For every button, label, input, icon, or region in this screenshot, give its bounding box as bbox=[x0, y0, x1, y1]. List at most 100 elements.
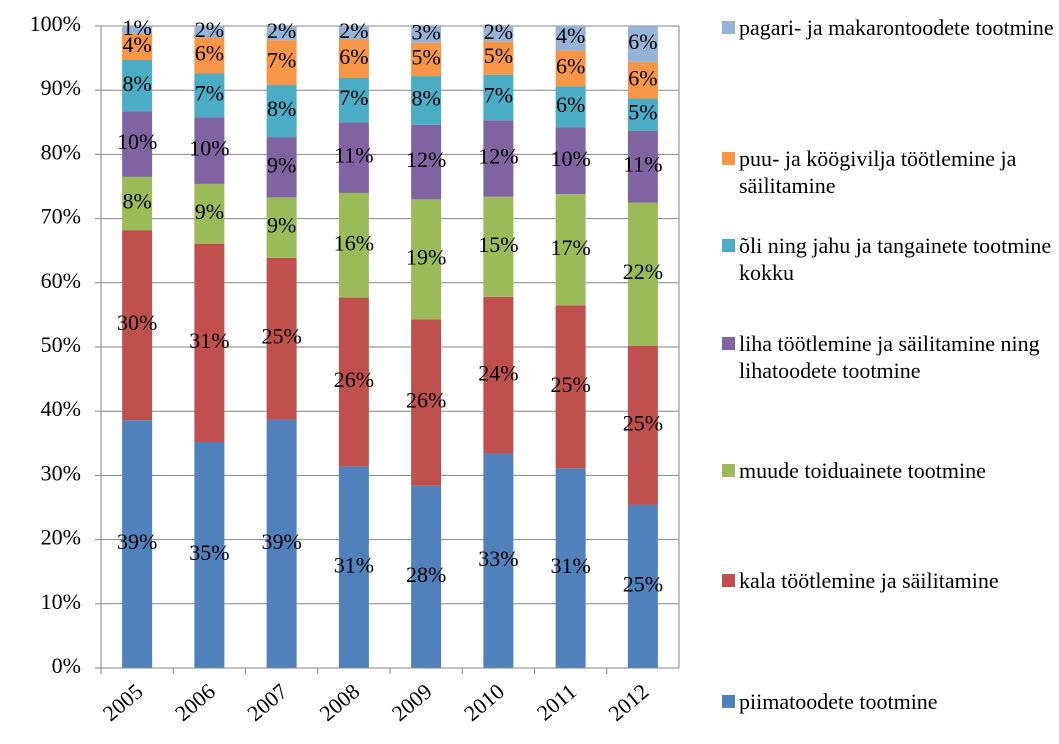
data-label: 28% bbox=[406, 562, 446, 587]
bar-segment bbox=[483, 74, 514, 121]
data-label: 15% bbox=[478, 232, 518, 257]
x-tick-label: 2011 bbox=[532, 679, 581, 726]
bar-segment bbox=[122, 420, 153, 668]
bar-segment bbox=[555, 50, 586, 87]
legend-item: puu- ja köögivilja töötlemine ja säilita… bbox=[722, 145, 1057, 199]
bar-segment bbox=[555, 86, 586, 128]
data-label: 30% bbox=[117, 310, 157, 335]
data-label: 4% bbox=[556, 23, 585, 48]
legend-label: kala töötlemine ja säilitamine bbox=[739, 568, 999, 593]
x-tick-label: 2006 bbox=[170, 679, 220, 726]
data-label: 31% bbox=[189, 328, 229, 353]
bar-segment bbox=[627, 26, 658, 62]
bar-segment bbox=[555, 468, 586, 668]
data-label: 25% bbox=[623, 572, 663, 597]
data-label: 6% bbox=[556, 53, 585, 78]
data-label: 39% bbox=[117, 529, 157, 554]
bar-segment bbox=[266, 419, 297, 668]
data-label: 25% bbox=[550, 372, 590, 397]
bar-segment bbox=[627, 504, 658, 668]
legend-swatch bbox=[722, 464, 735, 477]
bar-segment bbox=[555, 127, 586, 195]
y-tick-label: 60% bbox=[41, 268, 81, 293]
bar-segment bbox=[338, 192, 369, 298]
legend-swatch bbox=[722, 337, 735, 350]
data-label: 10% bbox=[550, 146, 590, 171]
data-label: 24% bbox=[478, 360, 518, 385]
bar-segment bbox=[411, 319, 442, 486]
data-label: 22% bbox=[623, 259, 663, 284]
data-label: 6% bbox=[556, 92, 585, 117]
y-tick-label: 90% bbox=[41, 75, 81, 100]
bar-segment bbox=[483, 41, 514, 75]
bar-segment bbox=[122, 176, 153, 231]
data-label: 6% bbox=[195, 41, 224, 66]
x-tick-label: 2007 bbox=[242, 679, 292, 726]
data-label: 6% bbox=[339, 44, 368, 69]
data-label: 25% bbox=[261, 324, 301, 349]
data-label: 7% bbox=[267, 48, 296, 73]
data-label: 8% bbox=[267, 96, 296, 121]
bar-segment bbox=[122, 230, 153, 421]
data-label: 7% bbox=[339, 85, 368, 110]
bar-segment bbox=[194, 37, 225, 74]
data-label: 3% bbox=[411, 19, 440, 44]
data-label: 19% bbox=[406, 244, 446, 269]
data-label: 8% bbox=[411, 86, 440, 111]
data-label: 11% bbox=[623, 152, 663, 177]
bar-segment bbox=[411, 199, 442, 320]
y-tick-label: 30% bbox=[41, 460, 81, 485]
legend-label: pagari- ja makarontoodete tootmine bbox=[739, 15, 1054, 40]
data-label: 5% bbox=[411, 44, 440, 69]
bar-segment bbox=[122, 33, 153, 61]
legend-swatch bbox=[722, 574, 735, 587]
x-tick-label: 2012 bbox=[604, 679, 654, 726]
bar-segment bbox=[555, 26, 586, 51]
legend-item: õli ning jahu ja tangainete tootmine kok… bbox=[722, 232, 1057, 286]
legend-label: liha töötlemine ja säilitamine ning liha… bbox=[739, 331, 1040, 383]
legend-item: piimatoodete tootmine bbox=[722, 688, 1057, 715]
data-label: 8% bbox=[122, 189, 151, 214]
x-tick-label: 2008 bbox=[315, 679, 365, 726]
bar-segment bbox=[194, 117, 225, 184]
bar-segment bbox=[338, 26, 369, 40]
bar-segment bbox=[266, 197, 297, 258]
data-label: 25% bbox=[623, 410, 663, 435]
data-label: 4% bbox=[122, 32, 151, 57]
data-label: 11% bbox=[334, 143, 374, 168]
bar-segment bbox=[338, 466, 369, 668]
bar-segment bbox=[266, 257, 297, 420]
data-label: 17% bbox=[550, 235, 590, 260]
y-tick-label: 0% bbox=[52, 653, 81, 678]
data-label: 2% bbox=[339, 18, 368, 43]
bar-segment bbox=[411, 76, 442, 125]
bar-segment bbox=[627, 202, 658, 346]
bar-segment bbox=[483, 296, 514, 454]
bar-segment bbox=[194, 73, 225, 118]
bar-segment bbox=[483, 120, 514, 197]
data-label: 9% bbox=[267, 152, 296, 177]
bar-segment bbox=[122, 26, 153, 34]
y-tick-label: 40% bbox=[41, 396, 81, 421]
data-label: 5% bbox=[484, 43, 513, 68]
x-tick-label: 2005 bbox=[98, 679, 148, 726]
legend-item: kala töötlemine ja säilitamine bbox=[722, 567, 1057, 594]
x-tick-label: 2009 bbox=[387, 679, 437, 726]
bar-segment bbox=[266, 85, 297, 138]
data-label: 7% bbox=[484, 83, 513, 108]
bar-segment bbox=[266, 137, 297, 198]
bar-segment bbox=[266, 40, 297, 86]
y-tick-label: 100% bbox=[30, 11, 81, 36]
bar-segment bbox=[338, 78, 369, 123]
data-label: 6% bbox=[628, 65, 657, 90]
data-label: 31% bbox=[550, 553, 590, 578]
data-label: 39% bbox=[261, 529, 301, 554]
bar-segment bbox=[627, 130, 658, 203]
legend-swatch bbox=[722, 152, 735, 165]
data-label: 5% bbox=[628, 100, 657, 125]
bar-segment bbox=[338, 39, 369, 79]
legend-swatch bbox=[722, 239, 735, 252]
bar-segment bbox=[338, 122, 369, 193]
bar-segment bbox=[411, 485, 442, 668]
